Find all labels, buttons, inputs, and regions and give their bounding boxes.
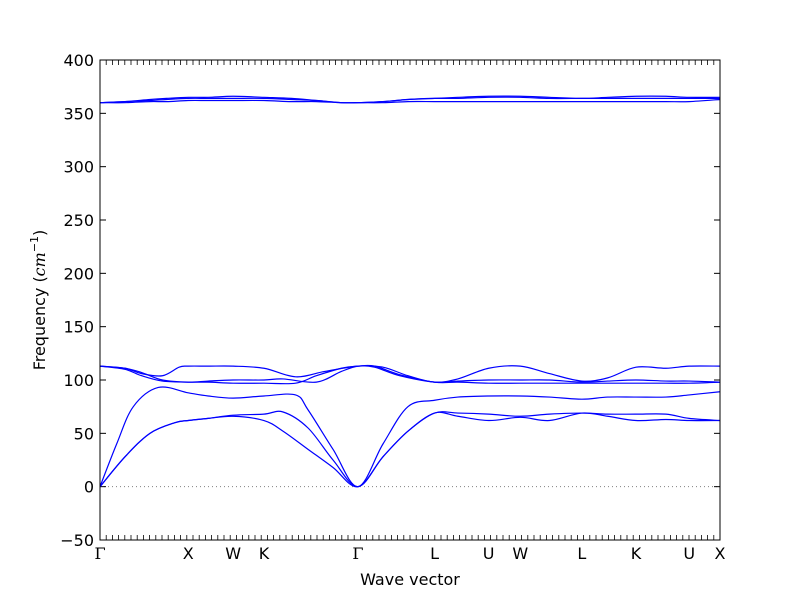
x-tick-label: Γ [94,544,105,563]
band-line-9 [99,95,721,104]
band-line-7 [99,98,721,104]
band-line-5 [99,365,721,383]
y-tick-label: −50 [60,531,94,550]
y-tick-label: 100 [63,371,94,390]
x-axis-label: Wave vector [360,570,460,589]
x-tick-label: L [430,544,439,563]
x-tick-label: X [183,544,194,563]
x-tick-label: L [577,544,586,563]
x-tick-label: K [631,544,642,563]
y-tick-label: 350 [63,104,94,123]
x-tick-label: U [483,544,495,563]
y-tick-label: 400 [63,51,94,70]
x-tick-label: W [225,544,241,563]
x-tick-label: K [259,544,270,563]
x-tick-label: W [512,544,528,563]
y-axis-label-text: Frequency ( [30,276,49,370]
y-tick-label: 200 [63,264,94,283]
plot-frame [99,59,721,541]
band-line-2 [99,410,721,488]
y-axis-label-close: ) [30,230,49,236]
y-axis-label-exponent: −1 [28,236,41,252]
x-tick-label: U [683,544,695,563]
y-tick-label: 300 [63,158,94,177]
y-axis-label-unit: cm [30,252,49,276]
band-line-6 [99,365,721,383]
y-tick-label: 250 [63,211,94,230]
y-tick-label: 150 [63,318,94,337]
y-tick-label: 0 [84,478,94,497]
y-axis-label: Frequency (cm−1) [28,230,49,371]
y-tick-label: 50 [74,424,94,443]
x-tick-label: X [715,544,726,563]
x-tick-label: Γ [352,544,363,563]
band-line-3 [99,386,721,488]
